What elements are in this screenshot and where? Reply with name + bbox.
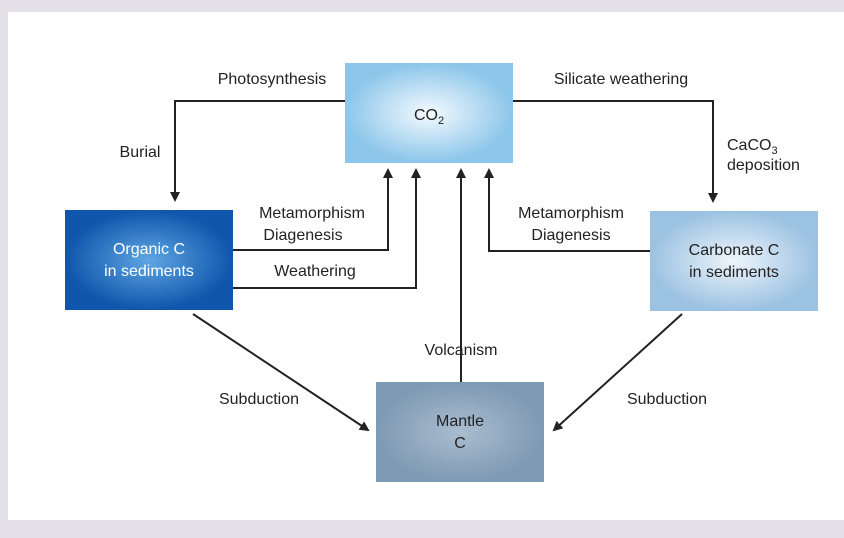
edge-label: Metamorphism <box>518 205 624 222</box>
node-label: Carbonate C <box>689 242 780 259</box>
node-mantle <box>376 382 544 482</box>
node-label: CO2 <box>414 107 444 127</box>
edge-label: Photosynthesis <box>218 71 327 88</box>
node-label: in sediments <box>689 264 779 281</box>
edge-label: Volcanism <box>425 342 498 359</box>
node-label: in sediments <box>104 263 194 280</box>
edge-label: CaCO3 <box>727 137 778 157</box>
arrow <box>552 313 683 432</box>
edge-label: Metamorphism <box>259 205 365 222</box>
edge-label: Diagenesis <box>263 227 342 244</box>
edge-label: Subduction <box>219 391 299 408</box>
node-organic <box>65 210 233 310</box>
edge-label: Weathering <box>274 263 356 280</box>
arrow <box>513 100 718 203</box>
arrow <box>192 313 370 432</box>
edge-label: Diagenesis <box>531 227 610 244</box>
arrow <box>233 168 393 251</box>
arrow <box>484 168 650 252</box>
node-co2 <box>345 63 513 163</box>
edge-label: Burial <box>120 144 161 161</box>
node-carbonate <box>650 211 818 311</box>
arrow <box>170 100 345 202</box>
edge-label: Subduction <box>627 391 707 408</box>
edge-label: deposition <box>727 157 800 174</box>
node-label: Organic C <box>113 241 185 258</box>
arrow <box>233 168 421 289</box>
node-label: C <box>454 435 466 452</box>
edge-label: Silicate weathering <box>554 71 688 88</box>
node-label: Mantle <box>436 413 484 430</box>
